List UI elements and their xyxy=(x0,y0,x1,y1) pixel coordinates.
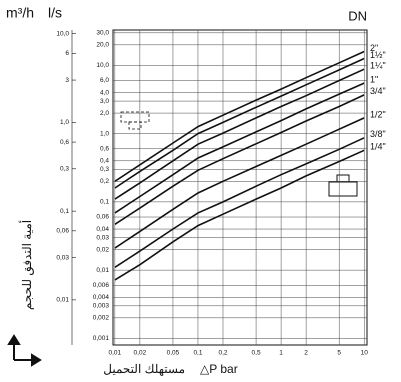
y2-tick-label: 6 xyxy=(65,50,69,57)
y-tick-label: 3,0 xyxy=(100,98,109,105)
x-tick-label: 0,5 xyxy=(252,350,261,357)
y-tick-label: 10,0 xyxy=(96,62,109,69)
y-tick-label: 0,02 xyxy=(96,246,109,253)
y-tick-label: 0,004 xyxy=(93,294,110,301)
y2-tick-label: 0,01 xyxy=(56,297,69,304)
x-tick-label: 0,05 xyxy=(167,350,180,357)
y2-tick-label: 0,3 xyxy=(60,166,69,173)
y-tick-label: 1,0 xyxy=(100,130,109,137)
series-line xyxy=(114,137,365,268)
series-line xyxy=(114,57,365,189)
y-tick-label: 0,03 xyxy=(96,234,109,241)
y2-tick-label: 0,1 xyxy=(60,208,69,215)
legend-label: 2" xyxy=(370,43,378,53)
series-line xyxy=(114,68,365,200)
y2-tick-label: 3 xyxy=(65,77,69,84)
y2-tick-label: 0,6 xyxy=(60,139,69,146)
series-line xyxy=(114,82,365,214)
legend-label: 1/4" xyxy=(370,142,386,152)
legend-label: 1½" xyxy=(370,50,386,60)
series-line xyxy=(114,149,365,281)
y2-tick-label: 10,0 xyxy=(56,30,69,37)
y-tick-label: 0,001 xyxy=(93,335,110,342)
y2-tick-label: 0,06 xyxy=(56,228,69,235)
x-axis-unit: △P bar xyxy=(200,362,238,376)
y-tick-label: 4,0 xyxy=(100,89,109,96)
legend-label: 1" xyxy=(370,74,378,84)
x-tick-label: 10 xyxy=(361,350,369,357)
x-tick-label: 2 xyxy=(304,350,308,357)
y-tick-label: 0,6 xyxy=(100,145,109,152)
y-tick-label: 0,1 xyxy=(100,199,109,206)
y-tick-label: 30,0 xyxy=(96,30,109,37)
y-axis-label: أمية التدفق للحجم xyxy=(19,220,34,310)
series-line xyxy=(114,50,365,182)
plot-frame xyxy=(112,29,368,346)
y-tick-label: 0,003 xyxy=(93,303,110,310)
y-tick-label: 0,006 xyxy=(93,282,110,289)
y2-unit: l/s xyxy=(48,5,62,21)
y-tick-label: 0,2 xyxy=(100,178,109,185)
y-tick-label: 0,4 xyxy=(100,158,109,165)
x-tick-label: 5 xyxy=(337,350,341,357)
legend-title: DN xyxy=(348,8,367,23)
y2-tick-label: 0,03 xyxy=(56,254,69,261)
series-line xyxy=(114,94,365,225)
x-tick-label: 0,01 xyxy=(109,350,122,357)
y-tick-label: 6,0 xyxy=(100,77,109,84)
y-tick-label: 0,04 xyxy=(96,226,109,233)
y-tick-label: 0,3 xyxy=(100,166,109,173)
x-axis-label: مستهلك التحميل xyxy=(103,362,185,376)
y-tick-label: 20,0 xyxy=(96,42,109,49)
x-tick-label: 0,02 xyxy=(134,350,147,357)
y-tick-label: 0,06 xyxy=(96,214,109,221)
y2-tick-label: 1,0 xyxy=(60,119,69,126)
arrow-icon xyxy=(7,334,42,367)
series-line xyxy=(114,117,365,249)
legend-label: 3/8" xyxy=(370,129,386,139)
y-tick-label: 2,0 xyxy=(100,110,109,117)
y-unit: m³/h xyxy=(6,5,34,21)
legend-label: 1/2" xyxy=(370,109,386,119)
y-tick-label: 0,002 xyxy=(93,315,110,322)
x-tick-label: 0,2 xyxy=(218,350,227,357)
x-tick-label: 1 xyxy=(279,350,283,357)
legend-label: 1¼" xyxy=(370,61,386,71)
y-tick-label: 0,01 xyxy=(96,267,109,274)
x-tick-label: 0,1 xyxy=(193,350,202,357)
dashed-box-icon xyxy=(120,111,150,130)
solid-box-icon xyxy=(328,174,358,197)
legend-label: 3/4" xyxy=(370,86,386,96)
